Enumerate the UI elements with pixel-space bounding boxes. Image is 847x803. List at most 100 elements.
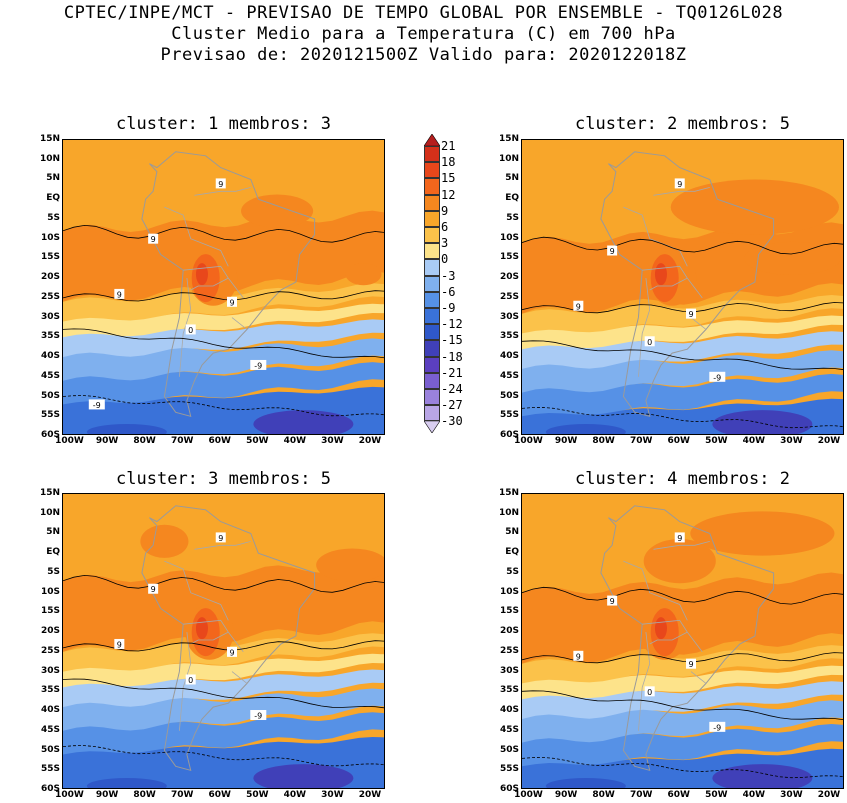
svg-text:-9: -9 xyxy=(254,712,262,721)
lon-tick-label: 50W xyxy=(705,436,728,446)
lon-tick-label: 70W xyxy=(629,790,653,800)
lon-tick-label: 50W xyxy=(705,790,728,800)
map-panel-cluster-1: 9 9 9 9 0 -9 -9 xyxy=(62,139,385,435)
lat-tick-label: 60S xyxy=(499,430,519,440)
colorbar-tick-label: 12 xyxy=(441,187,456,202)
colorbar-tick-label: -18 xyxy=(441,349,463,364)
lat-tick-label: 35S xyxy=(40,331,60,342)
lon-tick-label: 30W xyxy=(780,436,803,446)
map-panel-cluster-2: 9 9 9 9 0 -9 xyxy=(521,139,844,435)
lat-tick-label: EQ xyxy=(46,193,60,204)
colorbar-segment xyxy=(424,308,440,325)
svg-text:9: 9 xyxy=(117,290,122,299)
colorbar-tick-label: 6 xyxy=(441,220,449,234)
lat-tick-label: 25S xyxy=(499,645,519,656)
lon-tick-label: 30W xyxy=(321,790,344,800)
lon-tick-label: 60W xyxy=(667,790,690,800)
svg-text:0: 0 xyxy=(647,338,652,347)
contour-label-0: 0 xyxy=(185,674,196,685)
colorbar-tick-label: -3 xyxy=(441,268,456,283)
lon-tick-label: 20W xyxy=(358,790,382,800)
contour-label-9: 9 xyxy=(686,658,697,669)
lon-tick-label: 30W xyxy=(321,436,344,446)
lat-tick-label: EQ xyxy=(505,547,519,558)
lat-tick-label: 10N xyxy=(498,507,519,518)
lon-tick-label: 90W xyxy=(95,436,119,446)
lon-tick-label: 20W xyxy=(817,436,841,446)
lon-tick-label: 40W xyxy=(742,436,766,446)
svg-text:9: 9 xyxy=(576,652,581,661)
svg-text:9: 9 xyxy=(229,298,234,307)
colorbar-segment xyxy=(424,210,440,227)
lat-tick-label: 50S xyxy=(499,744,519,755)
lat-tick-label: 5N xyxy=(505,173,519,184)
lat-tick-label: 55S xyxy=(499,764,519,775)
colorbar-tick-label: 18 xyxy=(441,155,456,170)
lat-tick-label: 15N xyxy=(39,134,60,144)
south-america-coastline xyxy=(141,505,316,771)
lon-tick-label: 30W xyxy=(780,790,803,800)
lon-tick-label: 70W xyxy=(170,436,194,446)
lat-tick-label: 30S xyxy=(40,311,60,322)
lat-tick-label: 5S xyxy=(506,566,519,577)
colorbar-tick-label: -6 xyxy=(441,284,456,299)
lat-tick-label: EQ xyxy=(46,547,60,558)
map-panel-cluster-4: 9 9 9 9 0 -9 xyxy=(521,493,844,789)
colorbar-tick-label: -30 xyxy=(441,414,463,429)
south-america-coastline xyxy=(600,151,775,417)
colorbar-segment xyxy=(424,243,440,260)
lat-tick-label: 30S xyxy=(499,665,519,676)
contour-label-minus-9: -9 xyxy=(709,721,726,732)
lon-tick-label: 100W xyxy=(514,436,543,446)
lat-tick-label: 40S xyxy=(40,351,60,362)
colorbar-tick-label: 9 xyxy=(441,203,449,218)
lat-tick-label: 15S xyxy=(40,252,60,263)
svg-text:9: 9 xyxy=(218,180,223,189)
contour-label-minus-9: -9 xyxy=(250,710,267,721)
panel-title-cluster-1: cluster: 1 membros: 3 xyxy=(116,114,331,134)
lat-tick-label: 20S xyxy=(40,626,60,637)
map-panel-cluster-3: 9 9 9 9 0 -9 xyxy=(62,493,385,789)
panel-title-cluster-3: cluster: 3 membros: 5 xyxy=(116,469,331,489)
colorbar-tick-label: -21 xyxy=(441,365,463,380)
lat-tick-label: 20S xyxy=(40,272,60,283)
colorbar-tick-label: 0 xyxy=(441,252,449,267)
lat-tick-label: 10S xyxy=(40,232,60,243)
colorbar-segment xyxy=(424,162,440,179)
lat-tick-label: 60S xyxy=(499,784,519,794)
lat-tick-label: 20S xyxy=(499,272,519,283)
lon-tick-label: 90W xyxy=(554,790,578,800)
subtitle-dates: Previsao de: 2020121500Z Valido para: 20… xyxy=(160,45,687,65)
contour-label-9: 9 xyxy=(215,178,226,189)
contour-label-9: 9 xyxy=(148,233,159,244)
colorbar-segment xyxy=(424,275,440,292)
lon-tick-label: 80W xyxy=(592,436,615,446)
lat-tick-label: 5N xyxy=(46,173,60,184)
colorbar-segment xyxy=(424,372,440,389)
lat-tick-label: 30S xyxy=(40,665,60,676)
lat-tick-label: 40S xyxy=(40,705,60,716)
lon-tick-label: 70W xyxy=(629,436,653,446)
lat-tick-label: 15N xyxy=(39,488,60,498)
svg-text:0: 0 xyxy=(647,688,652,697)
lat-tick-label: 40S xyxy=(499,705,519,716)
svg-text:-9: -9 xyxy=(254,361,262,370)
lon-tick-label: 20W xyxy=(817,790,841,800)
lat-tick-label: 10S xyxy=(499,232,519,243)
colorbar-tick-label: -9 xyxy=(441,301,456,315)
contour-label-0: 0 xyxy=(644,686,655,697)
colorbar-segment xyxy=(424,194,440,211)
svg-text:9: 9 xyxy=(677,534,682,543)
contour-label-9: 9 xyxy=(686,308,697,319)
lon-tick-label: 70W xyxy=(170,790,194,800)
lat-tick-label: 50S xyxy=(40,744,60,755)
svg-text:9: 9 xyxy=(610,247,615,256)
contour-label-9: 9 xyxy=(674,532,685,543)
contour-label-9: 9 xyxy=(573,650,584,661)
lon-tick-label: 40W xyxy=(283,790,307,800)
lat-tick-label: 45S xyxy=(499,724,519,735)
colorbar-tick-label: 15 xyxy=(441,171,456,186)
colorbar-segment xyxy=(424,389,440,406)
colorbar-tick-label: -15 xyxy=(441,333,463,348)
svg-text:-9: -9 xyxy=(93,401,101,410)
